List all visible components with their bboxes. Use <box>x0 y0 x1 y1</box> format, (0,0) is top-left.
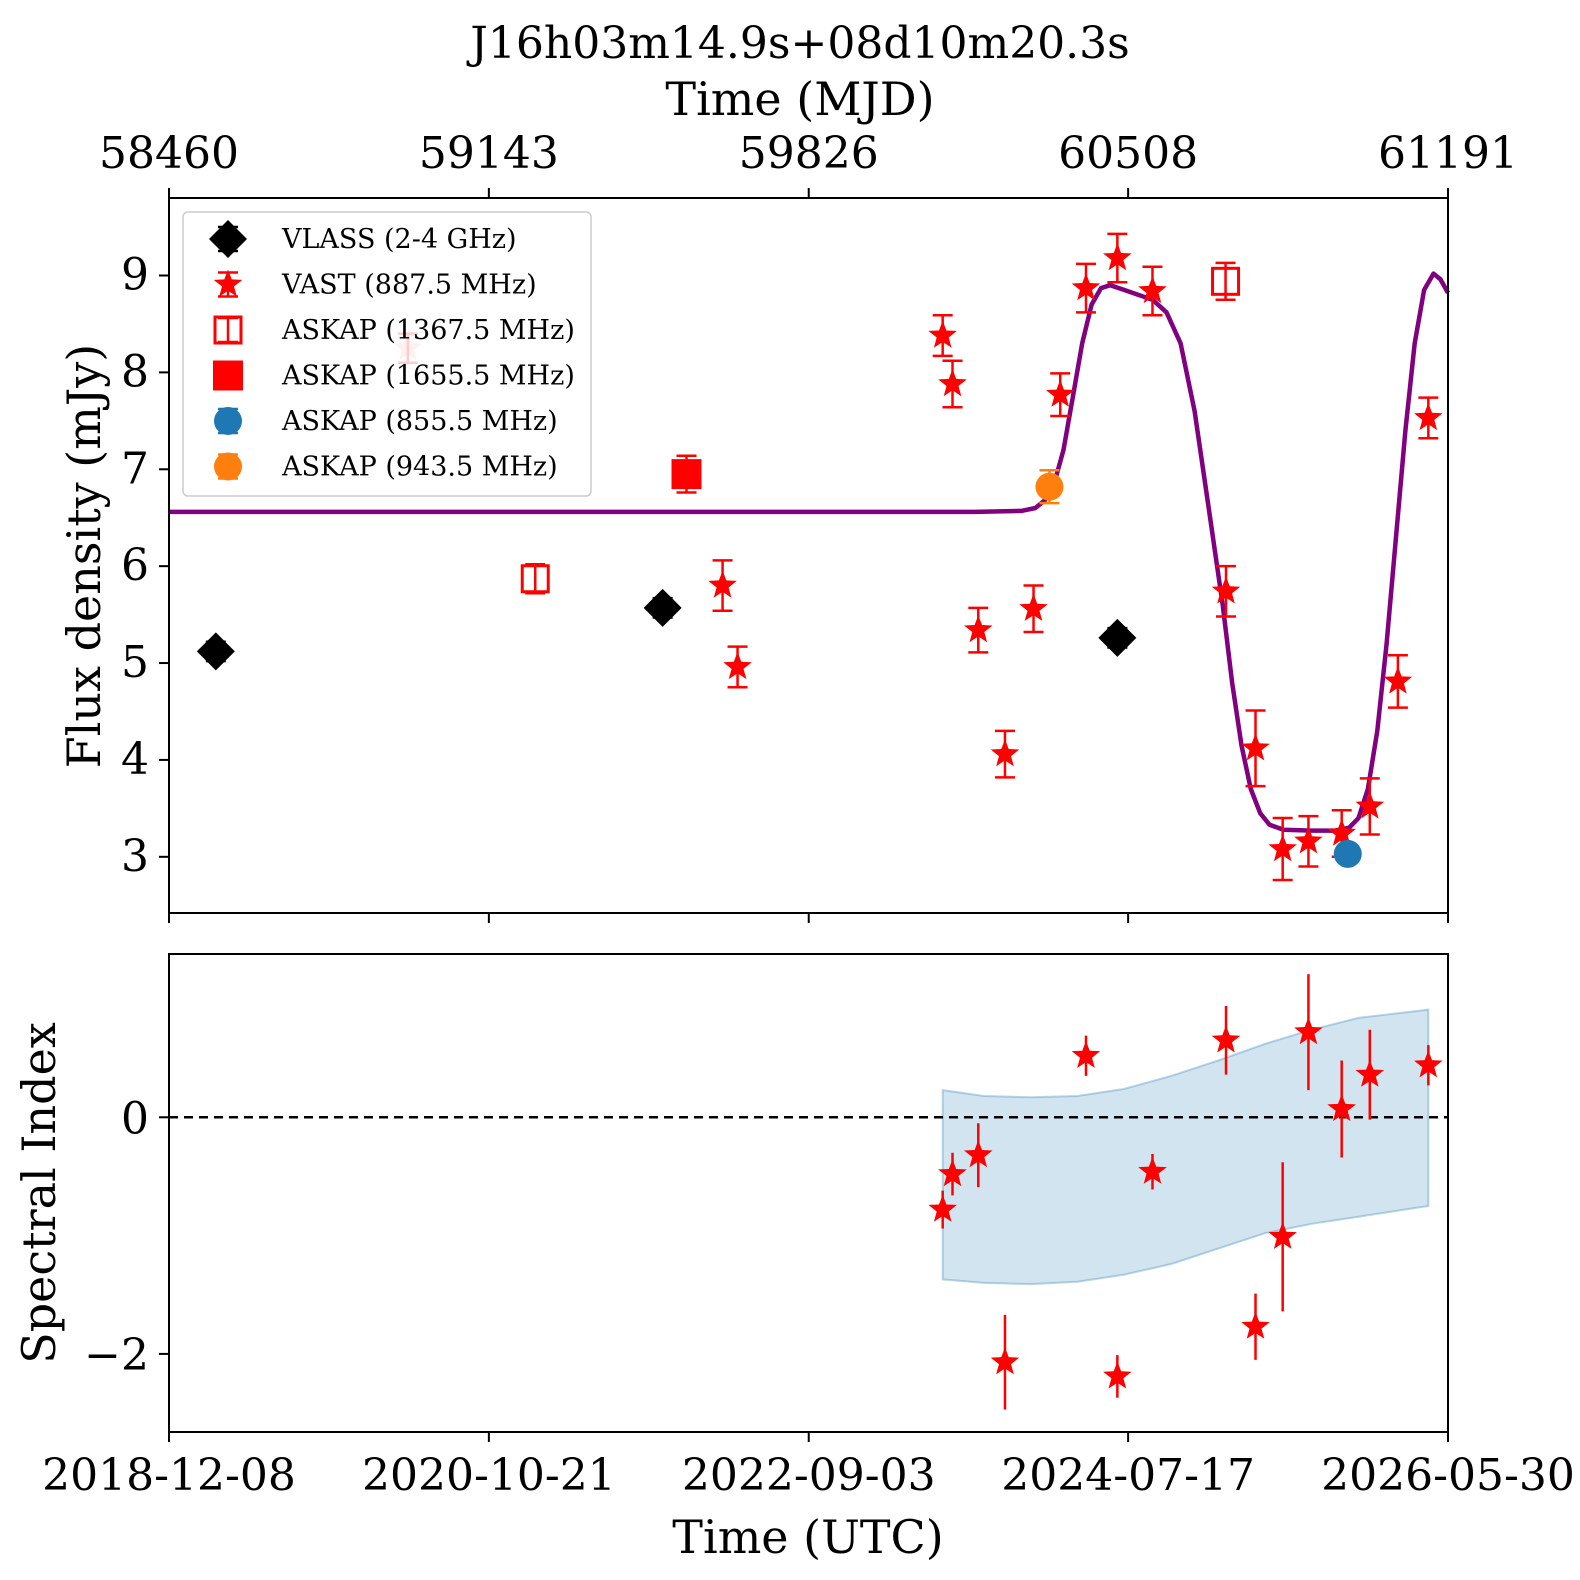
bottom-x-tick-label: 2022-09-03 <box>682 1450 936 1501</box>
legend-frame <box>182 211 592 497</box>
data-point <box>1333 839 1362 868</box>
data-point <box>643 588 682 627</box>
bottom-x-tick-label: 2024-07-17 <box>1001 1450 1255 1501</box>
legend-marker <box>214 452 242 481</box>
top-x-tick-label: 61191 <box>1378 128 1518 179</box>
legend-label: ASKAP (855.5 MHz) <box>281 406 558 437</box>
flux-y-tick-label: 3 <box>121 831 149 882</box>
data-point <box>1294 826 1323 854</box>
data-point <box>938 369 967 397</box>
legend-label: ASKAP (1367.5 MHz) <box>281 315 575 346</box>
data-point <box>196 632 235 671</box>
data-point <box>1383 666 1413 694</box>
flux-panel: 58460 59143 59826 60508 61191 3 4 5 6 7 8 9 Flux de… <box>57 128 1518 923</box>
spectral-index-point <box>1294 1017 1323 1045</box>
data-point <box>1355 791 1385 819</box>
top-x-tick-label: 58460 <box>99 128 239 179</box>
data-point <box>1071 273 1101 301</box>
data-point <box>1268 834 1297 862</box>
legend-marker <box>213 315 243 345</box>
spectral-y-tick-label: 0 <box>121 1093 149 1144</box>
model-curve-line <box>169 271 1450 833</box>
legend: VLASS (2-4 GHz) VAST (887.5 MHz) ASKAP (13… <box>182 211 592 497</box>
bottom-x-tick-label: 2020-10-21 <box>362 1450 616 1501</box>
flux-y-tick-label: 4 <box>121 734 149 785</box>
flux-y-tick-label: 6 <box>121 540 149 591</box>
spectral-panel-frame <box>168 953 1449 1433</box>
spectral-y-tick-label: −2 <box>84 1330 149 1381</box>
spectral-index-point <box>928 1194 957 1222</box>
spectral-index-point <box>1138 1156 1167 1184</box>
bottom-x-tick-label: 2018-12-08 <box>42 1450 296 1501</box>
spectral-index-points <box>928 974 1443 1410</box>
spectral-index-point <box>1268 1221 1297 1249</box>
flux-panel-axes: 58460 59143 59826 60508 61191 3 4 5 6 7 8 9 <box>99 128 1518 923</box>
top-x-tick-label: 59826 <box>739 128 879 179</box>
data-point <box>1103 243 1132 271</box>
spectral-index-point <box>1241 1311 1270 1339</box>
top-x-axis-label: Time (MJD) <box>665 72 934 126</box>
data-point <box>671 459 702 490</box>
data-point <box>723 651 752 680</box>
data-point <box>1138 276 1167 304</box>
data-point <box>520 564 550 594</box>
top-x-tick-label: 59143 <box>419 128 559 179</box>
top-x-tick-label: 60508 <box>1058 128 1198 179</box>
legend-label: ASKAP (1655.5 MHz) <box>281 361 575 392</box>
data-point <box>1241 733 1270 761</box>
spectral-index-point <box>1327 1094 1356 1122</box>
bottom-x-tick-label: 2026-05-30 <box>1321 1450 1575 1501</box>
flux-y-tick-label: 9 <box>121 250 149 301</box>
data-point <box>1046 379 1075 407</box>
legend-label: VAST (887.5 MHz) <box>281 270 537 301</box>
spectral-index-point <box>1355 1059 1385 1087</box>
chart-title: J16h03m14.9s+08d10m20.3s <box>466 18 1130 69</box>
data-point <box>964 615 993 643</box>
spectral-index-point <box>1103 1361 1132 1389</box>
spectral-index-band <box>941 1008 1430 1286</box>
legend-marker <box>213 269 243 297</box>
spectral-index-axes: −2 0 2018-12-08 2020-10-21 2022-09-03 2024-07… <box>42 1093 1575 1501</box>
data-point <box>1019 593 1048 621</box>
spectral-index-point <box>964 1140 993 1168</box>
model-curve <box>169 271 1450 833</box>
legend-marker <box>213 360 243 391</box>
data-point <box>1211 266 1241 296</box>
spectral-index-point <box>1071 1040 1101 1068</box>
legend-marker <box>214 407 242 435</box>
data-point <box>1414 402 1443 431</box>
data-point <box>1211 576 1241 604</box>
spectral-index-band-area <box>941 1008 1430 1286</box>
data-point <box>1327 818 1356 846</box>
flux-panel-frame <box>168 197 1449 914</box>
legend-label: VLASS (2-4 GHz) <box>281 224 517 255</box>
data-point <box>928 320 957 348</box>
spectral-index-point <box>990 1347 1020 1375</box>
spectral-y-axis-label: Spectral Index <box>12 1022 66 1364</box>
bottom-x-axis-label: Time (UTC) <box>672 1510 943 1564</box>
flux-y-tick-label: 7 <box>121 443 149 494</box>
spectral-index-point <box>938 1159 967 1187</box>
spectral-index-point <box>1211 1025 1241 1053</box>
data-point <box>990 739 1020 767</box>
legend-label: ASKAP (943.5 MHz) <box>281 452 558 483</box>
flux-data-points <box>196 232 1443 882</box>
legend-marker <box>209 220 247 258</box>
flux-y-tick-label: 5 <box>121 637 149 688</box>
flux-y-axis-label: Flux density (mJy) <box>57 344 111 768</box>
spectral-index-point <box>1414 1050 1443 1078</box>
spectral-index-panel: −2 0 2018-12-08 2020-10-21 2022-09-03 2024-07… <box>12 953 1575 1564</box>
data-point <box>708 570 737 598</box>
data-point <box>1098 618 1137 657</box>
data-point <box>1035 472 1064 501</box>
flux-y-tick-label: 8 <box>121 346 149 397</box>
